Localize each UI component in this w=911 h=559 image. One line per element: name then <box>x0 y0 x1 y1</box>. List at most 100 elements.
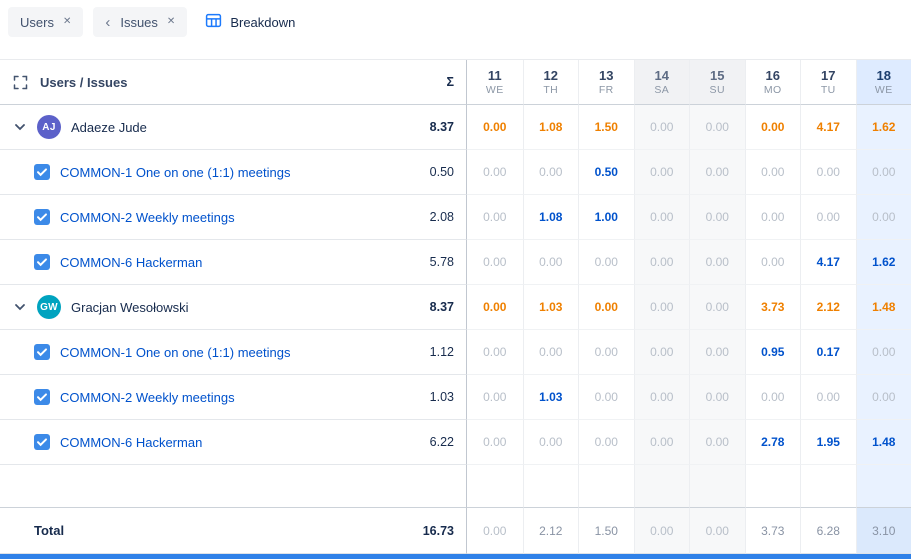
grid-cell[interactable]: 0.00 <box>689 420 745 465</box>
grid-cell[interactable]: 0.95 <box>744 330 800 375</box>
grid-cell[interactable]: 0.00 <box>689 285 745 330</box>
grid-cell[interactable]: 0.00 <box>467 150 523 195</box>
grid-cell[interactable]: 0.00 <box>522 150 578 195</box>
grid-cell[interactable]: 1.48 <box>855 285 911 330</box>
grid-cell[interactable]: 0.00 <box>522 240 578 285</box>
grid-cell[interactable]: 0.00 <box>800 375 856 420</box>
issue-row: COMMON-2 Weekly meetings 2.08 0.00 1.08 … <box>0 195 911 240</box>
day-header: 17 TU <box>800 60 856 105</box>
grid-cell[interactable]: 3.73 <box>744 285 800 330</box>
table-grid-icon <box>205 12 222 32</box>
grid-cell[interactable]: 0.00 <box>578 240 634 285</box>
filter-chip-issues[interactable]: ‹ Issues ✕ <box>93 7 188 37</box>
grid-cell[interactable]: 1.03 <box>522 285 578 330</box>
total-cell: 0.00 <box>467 507 523 554</box>
grid-cell[interactable]: 0.00 <box>744 105 800 150</box>
grid-cell[interactable]: 0.00 <box>467 420 523 465</box>
grid-cell[interactable]: 0.00 <box>467 375 523 420</box>
issue-link[interactable]: COMMON-6 Hackerman <box>60 434 203 450</box>
issue-row-left: COMMON-2 Weekly meetings 2.08 <box>0 195 467 240</box>
checkbox-issue-type-icon <box>34 344 50 360</box>
chevron-down-icon[interactable] <box>12 301 28 313</box>
row-sum: 1.12 <box>429 345 454 359</box>
issue-link[interactable]: COMMON-2 Weekly meetings <box>60 209 235 225</box>
day-header-today: 18 WE <box>855 60 911 105</box>
total-row-left: Total 16.73 <box>0 507 467 554</box>
grid-cell[interactable]: 0.00 <box>855 195 911 240</box>
issue-link[interactable]: COMMON-2 Weekly meetings <box>60 389 235 405</box>
grid-cell[interactable]: 0.00 <box>689 105 745 150</box>
row-sum: 6.22 <box>429 435 454 449</box>
grid-cell[interactable]: 2.12 <box>800 285 856 330</box>
breakdown-view-toggle[interactable]: Breakdown <box>205 12 295 32</box>
grid-cell[interactable]: 1.50 <box>578 105 634 150</box>
grid-cell[interactable]: 1.62 <box>855 240 911 285</box>
grid-cell[interactable]: 1.62 <box>855 105 911 150</box>
issue-link[interactable]: COMMON-6 Hackerman <box>60 254 203 270</box>
grid-cell[interactable]: 0.00 <box>689 375 745 420</box>
chevron-left-icon[interactable]: ‹ <box>105 13 111 31</box>
grid-cell[interactable]: 0.00 <box>522 420 578 465</box>
grid-cell[interactable]: 1.08 <box>522 105 578 150</box>
grid-cell[interactable]: 0.00 <box>633 150 689 195</box>
grid-cell[interactable]: 0.00 <box>689 195 745 240</box>
grid-cell[interactable]: 0.00 <box>467 240 523 285</box>
filter-chip-users[interactable]: Users ✕ <box>8 7 84 37</box>
grid-cell[interactable]: 0.00 <box>467 105 523 150</box>
grid-header-left: Users / Issues Σ <box>0 60 467 105</box>
grid-cell[interactable]: 4.17 <box>800 105 856 150</box>
grid-cell[interactable]: 0.50 <box>578 150 634 195</box>
expand-all-icon[interactable] <box>12 75 28 90</box>
grid-cell[interactable]: 1.48 <box>855 420 911 465</box>
grid-cell[interactable]: 0.00 <box>522 330 578 375</box>
grid-cell[interactable]: 0.00 <box>689 240 745 285</box>
total-label: Total <box>34 523 65 538</box>
grid-cell[interactable]: 1.08 <box>522 195 578 240</box>
checkbox-issue-type-icon <box>34 164 50 180</box>
close-icon[interactable]: ✕ <box>166 16 176 27</box>
grid-cell[interactable]: 0.00 <box>633 330 689 375</box>
grid-cell[interactable]: 4.17 <box>800 240 856 285</box>
grid-cell[interactable]: 0.00 <box>578 375 634 420</box>
issue-link[interactable]: COMMON-1 One on one (1:1) meetings <box>60 344 291 360</box>
grid-cell[interactable]: 0.00 <box>467 285 523 330</box>
grid-cell[interactable]: 0.00 <box>633 375 689 420</box>
grid-cell[interactable]: 0.00 <box>467 330 523 375</box>
grid-cell[interactable]: 0.17 <box>800 330 856 375</box>
day-header: 11 WE <box>467 60 523 105</box>
total-cell: 0.00 <box>689 507 745 554</box>
grid-cell[interactable]: 1.03 <box>522 375 578 420</box>
close-icon[interactable]: ✕ <box>62 16 72 27</box>
grid-cell[interactable]: 0.00 <box>744 375 800 420</box>
issue-row-left: COMMON-6 Hackerman 5.78 <box>0 240 467 285</box>
grid-cell[interactable]: 0.00 <box>855 330 911 375</box>
grid-cell[interactable]: 0.00 <box>689 330 745 375</box>
grid-cell[interactable]: 0.00 <box>800 195 856 240</box>
grid-cell[interactable]: 0.00 <box>744 150 800 195</box>
grid-cell[interactable]: 0.00 <box>633 195 689 240</box>
chevron-down-icon[interactable] <box>12 121 28 133</box>
grid-cell[interactable]: 0.00 <box>578 330 634 375</box>
grid-cell[interactable]: 0.00 <box>855 375 911 420</box>
grid-cell[interactable]: 1.00 <box>578 195 634 240</box>
grid-cell[interactable]: 0.00 <box>578 420 634 465</box>
grid-cell[interactable]: 0.00 <box>800 150 856 195</box>
grid-cell[interactable]: 0.00 <box>855 150 911 195</box>
grid-cell[interactable]: 0.00 <box>578 285 634 330</box>
grid-cell[interactable]: 2.78 <box>744 420 800 465</box>
issue-row: COMMON-1 One on one (1:1) meetings 1.12 … <box>0 330 911 375</box>
grid-cell[interactable]: 0.00 <box>633 240 689 285</box>
grid-cell[interactable]: 0.00 <box>744 240 800 285</box>
grid-cell[interactable]: 0.00 <box>633 285 689 330</box>
grid-cell[interactable]: 0.00 <box>467 195 523 240</box>
row-sum: 0.50 <box>429 165 454 179</box>
grid-cell[interactable]: 1.95 <box>800 420 856 465</box>
issue-link[interactable]: COMMON-1 One on one (1:1) meetings <box>60 164 291 180</box>
grid-cell[interactable]: 0.00 <box>689 150 745 195</box>
filter-chip-label: Issues <box>120 14 158 30</box>
grid-cell[interactable]: 0.00 <box>744 195 800 240</box>
row-sum: 1.03 <box>429 390 454 404</box>
grid-cell[interactable]: 0.00 <box>633 105 689 150</box>
grid-cell[interactable]: 0.00 <box>633 420 689 465</box>
horizontal-scrollbar[interactable] <box>0 554 911 559</box>
